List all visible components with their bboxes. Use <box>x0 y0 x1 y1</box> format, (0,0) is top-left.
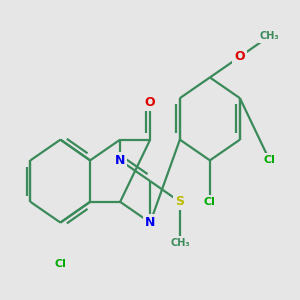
Text: Cl: Cl <box>264 155 275 165</box>
Text: O: O <box>145 96 155 109</box>
Text: CH₃: CH₃ <box>260 31 279 41</box>
Text: O: O <box>235 50 245 63</box>
Text: N: N <box>115 154 125 167</box>
Text: Cl: Cl <box>55 259 66 269</box>
Text: CH₃: CH₃ <box>170 238 190 248</box>
Text: Cl: Cl <box>204 197 216 207</box>
Text: N: N <box>145 216 155 229</box>
Text: S: S <box>176 195 184 208</box>
